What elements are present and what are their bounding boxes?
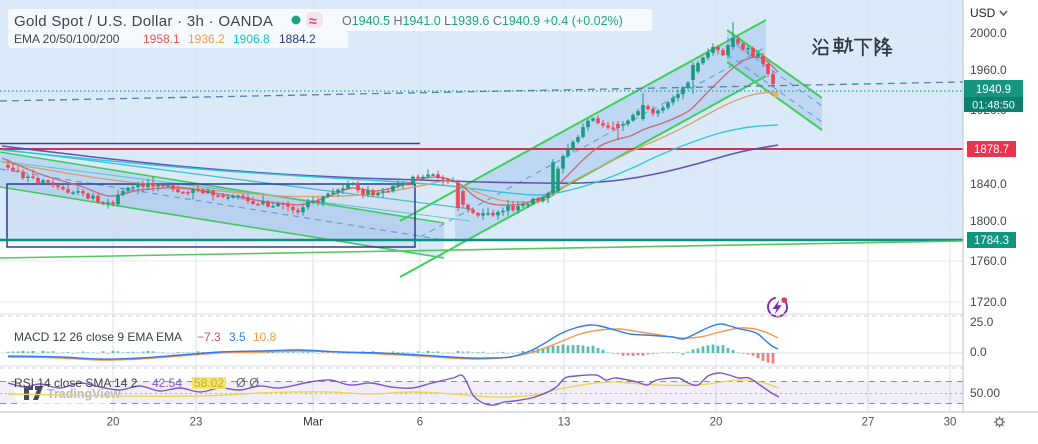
svg-text:20: 20 xyxy=(107,417,120,429)
svg-text:MACD 12 26 close 9 EMA EMA: MACD 12 26 close 9 EMA EMA xyxy=(14,330,182,344)
svg-text:1940.9: 1940.9 xyxy=(976,84,1011,96)
svg-text:0.0: 0.0 xyxy=(970,345,987,359)
svg-text:Gold Spot / U.S. Dollar · 3h ·: Gold Spot / U.S. Dollar · 3h · OANDA xyxy=(14,13,273,30)
svg-text:1720.0: 1720.0 xyxy=(970,295,1007,309)
svg-text:25.0: 25.0 xyxy=(970,315,994,329)
svg-text:Ø Ø: Ø Ø xyxy=(236,376,259,390)
svg-text:EMA 20/50/100/200: EMA 20/50/100/200 xyxy=(14,32,120,46)
svg-text:1936.2: 1936.2 xyxy=(188,32,225,46)
svg-text:1906.8: 1906.8 xyxy=(233,32,270,46)
svg-text:13: 13 xyxy=(558,417,571,429)
svg-text:1800.0: 1800.0 xyxy=(970,214,1007,228)
svg-text:27: 27 xyxy=(862,417,875,429)
svg-text:USD: USD xyxy=(970,6,996,20)
svg-text:6: 6 xyxy=(417,417,423,429)
svg-text:58.02: 58.02 xyxy=(194,376,224,390)
svg-text:RSI 14 close SMA 14 2: RSI 14 close SMA 14 2 xyxy=(14,376,138,390)
svg-text:Mar: Mar xyxy=(303,417,323,429)
svg-text:1884.2: 1884.2 xyxy=(279,32,316,46)
svg-text:10.8: 10.8 xyxy=(253,330,277,344)
svg-text:23: 23 xyxy=(190,417,203,429)
svg-text:20: 20 xyxy=(710,417,723,429)
svg-text:3.5: 3.5 xyxy=(229,330,246,344)
svg-text:1840.0: 1840.0 xyxy=(970,177,1007,191)
svg-text:1784.3: 1784.3 xyxy=(974,235,1009,247)
svg-text:≈: ≈ xyxy=(309,14,317,30)
svg-text:42.54: 42.54 xyxy=(152,376,182,390)
svg-text:O1940.5 H1941.0 L1939.6 C1940.: O1940.5 H1941.0 L1939.6 C1940.9 +0.4 (+0… xyxy=(342,14,623,28)
svg-text:50.00: 50.00 xyxy=(970,386,1000,400)
svg-text:−7.3: −7.3 xyxy=(197,330,221,344)
svg-text:01:48:50: 01:48:50 xyxy=(972,100,1015,112)
svg-text:TradingView: TradingView xyxy=(47,387,121,401)
svg-text:1878.7: 1878.7 xyxy=(974,144,1009,156)
svg-text:2000.0: 2000.0 xyxy=(970,26,1007,40)
svg-text:30: 30 xyxy=(944,417,957,429)
svg-text:1760.0: 1760.0 xyxy=(970,254,1007,268)
svg-text:1960.0: 1960.0 xyxy=(970,63,1007,77)
svg-text:1958.1: 1958.1 xyxy=(143,32,180,46)
